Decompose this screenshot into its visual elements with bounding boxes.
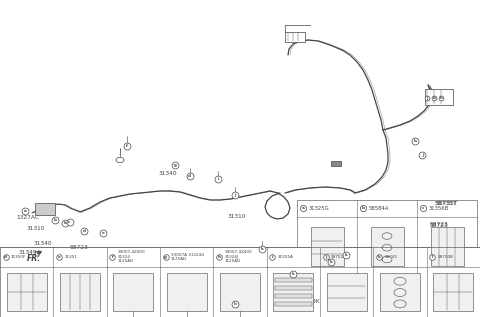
Bar [7, 273, 47, 311]
Text: f: f [111, 255, 113, 259]
Text: 58735T: 58735T [434, 201, 456, 206]
Text: 31340: 31340 [34, 241, 52, 246]
Bar [275, 294, 312, 298]
Circle shape [116, 157, 124, 163]
Bar [113, 273, 153, 311]
Text: h: h [217, 255, 221, 259]
Text: f: f [126, 144, 128, 148]
Text: 31325G: 31325G [309, 206, 330, 211]
Text: 58752A: 58752A [331, 255, 347, 259]
Text: g: g [174, 163, 177, 167]
Text: c: c [68, 220, 71, 224]
Text: k: k [378, 255, 381, 259]
Text: b: b [63, 222, 66, 225]
Bar [297, 200, 477, 277]
Text: 58745: 58745 [384, 255, 397, 259]
Text: d: d [83, 230, 85, 233]
Text: 33007A 31324G
1125AD: 33007A 31324G 1125AD [171, 253, 204, 261]
Text: FR.: FR. [26, 254, 40, 263]
Bar [425, 89, 453, 105]
Text: b: b [361, 206, 364, 210]
Text: k: k [440, 96, 443, 100]
Text: 1327AC: 1327AC [17, 215, 40, 220]
Text: 31340: 31340 [158, 171, 177, 176]
Text: b: b [54, 218, 57, 222]
Bar [35, 203, 55, 215]
Text: b: b [432, 96, 435, 100]
Text: 33007-4Z400
31324J
1125AD: 33007-4Z400 31324J 1125AD [224, 250, 252, 263]
Bar [331, 161, 341, 165]
Text: e: e [102, 231, 105, 235]
Text: h: h [234, 302, 237, 306]
Text: k: k [291, 272, 294, 276]
Bar [220, 273, 260, 311]
Text: 31310: 31310 [228, 214, 247, 219]
Text: b: b [414, 139, 417, 143]
Bar [60, 273, 100, 311]
Text: 58750B: 58750B [438, 255, 454, 259]
Text: a: a [301, 206, 304, 210]
Bar [371, 228, 404, 267]
Text: 58739K: 58739K [298, 299, 320, 304]
Text: 33007-4Z400
31324
1125AD: 33007-4Z400 31324 1125AD [118, 250, 145, 263]
Text: 58723: 58723 [70, 245, 88, 250]
Bar [275, 278, 312, 282]
Text: g: g [164, 255, 167, 259]
Bar [433, 273, 473, 311]
Bar [285, 32, 305, 42]
Text: 31310: 31310 [26, 226, 45, 231]
Text: c: c [421, 206, 424, 210]
Text: 31356B: 31356B [429, 206, 449, 211]
Text: i: i [217, 177, 219, 181]
Text: j: j [421, 153, 423, 157]
Text: 31355A: 31355A [278, 255, 294, 259]
Text: d: d [4, 255, 7, 259]
Text: 31350F: 31350F [11, 255, 26, 259]
Text: 58723: 58723 [430, 223, 448, 228]
Text: 58723: 58723 [430, 222, 448, 227]
Text: 58735T: 58735T [435, 201, 457, 206]
Bar [327, 273, 367, 311]
Text: k: k [330, 260, 333, 263]
Bar [431, 228, 464, 267]
Text: k: k [344, 253, 347, 257]
Text: j: j [325, 255, 326, 259]
Text: e: e [58, 255, 60, 259]
Bar [0, 247, 480, 317]
Text: j: j [426, 96, 428, 100]
Bar [273, 273, 313, 311]
Text: l: l [432, 255, 433, 259]
Text: i: i [272, 255, 273, 259]
Bar [167, 273, 207, 311]
Text: k: k [260, 247, 263, 251]
Bar [275, 286, 312, 290]
Bar [275, 302, 312, 306]
Text: 58584A: 58584A [369, 206, 389, 211]
Text: j: j [234, 193, 236, 197]
Bar [380, 273, 420, 311]
Text: d: d [188, 174, 191, 178]
Text: 31351: 31351 [64, 255, 77, 259]
Text: a: a [24, 209, 27, 213]
Bar [311, 228, 344, 267]
Text: 31349A: 31349A [18, 250, 41, 255]
